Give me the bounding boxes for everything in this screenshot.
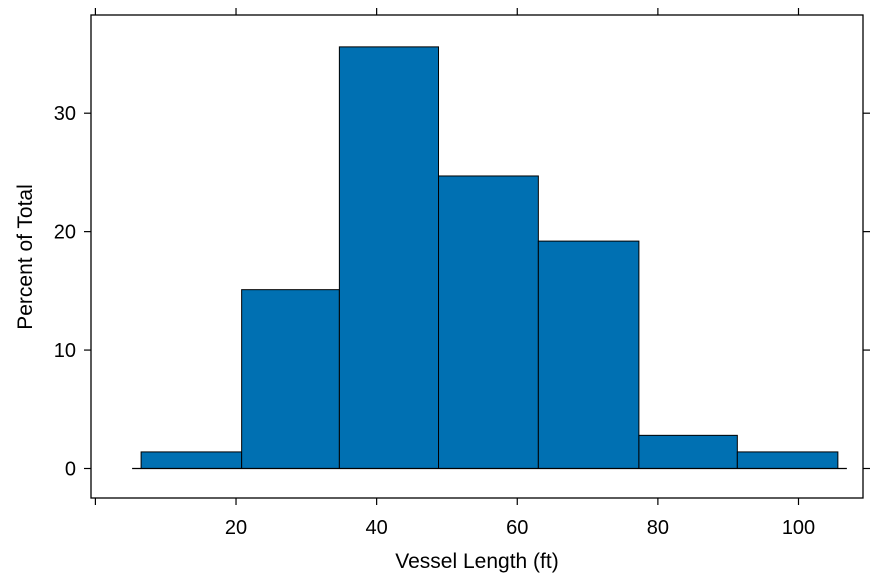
histogram-bar-2 (241, 289, 340, 470)
x-axis-title: Vessel Length (ft) (395, 550, 558, 573)
y-tick-label: 10 (54, 340, 76, 362)
histogram-bar-7 (736, 451, 839, 470)
histogram-bar-3 (338, 46, 440, 470)
histogram-bar-4 (438, 175, 539, 469)
y-tick-label: 30 (54, 103, 76, 125)
x-tick-label: 60 (506, 517, 528, 539)
y-axis-ticks: 0 10 20 30 (54, 103, 870, 481)
histogram-bar-5 (537, 240, 640, 469)
x-tick-label: 20 (225, 517, 247, 539)
plot-frame (90, 14, 864, 499)
bars-group (140, 46, 839, 470)
histogram-bar-6 (638, 434, 738, 469)
y-tick-label: 0 (65, 459, 76, 481)
x-tick-label: 40 (366, 517, 388, 539)
y-tick-label: 20 (54, 222, 76, 244)
histogram-bar-1 (140, 451, 243, 470)
x-tick-label: 80 (647, 517, 669, 539)
y-axis-title: Percent of Total (14, 184, 37, 330)
x-tick-label: 100 (782, 517, 815, 539)
x-axis-ticks: 20 40 60 80 100 (94, 8, 815, 539)
